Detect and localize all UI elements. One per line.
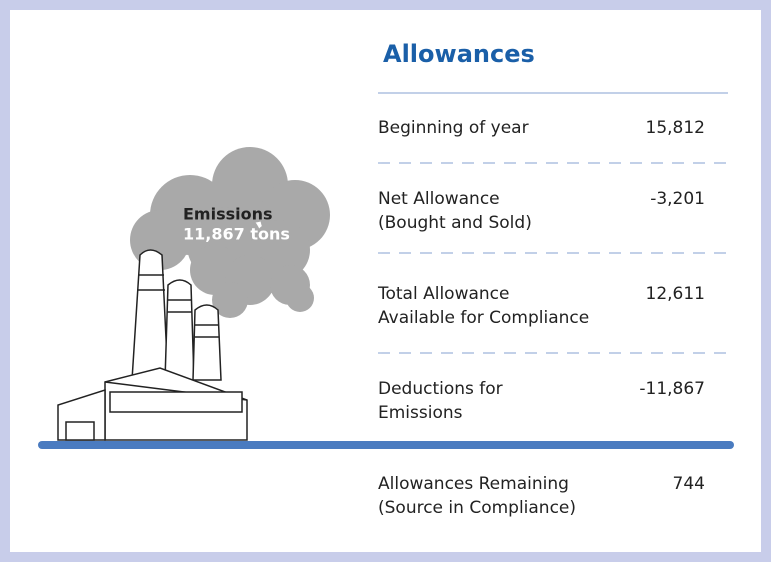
row-label: (Bought and Sold) xyxy=(378,213,532,233)
row-label: Total Allowance xyxy=(377,284,509,304)
row-label: Deductions for xyxy=(378,379,503,399)
cloud xyxy=(130,147,330,318)
row-value: -11,867 xyxy=(639,379,705,399)
row-value: 15,812 xyxy=(646,118,705,138)
row-value: 744 xyxy=(673,474,705,494)
factory xyxy=(57,249,248,441)
row-label: Net Allowance xyxy=(378,189,500,209)
row-label: Allowances Remaining xyxy=(378,474,569,494)
row-value: -3,201 xyxy=(650,189,705,209)
row-label: Emissions xyxy=(378,403,463,423)
row-label: Available for Compliance xyxy=(378,308,589,328)
row-label: (Source in Compliance) xyxy=(378,498,576,518)
emissions-amount: 11,867 tons xyxy=(183,225,290,244)
ground-bar xyxy=(38,441,734,449)
row-value: 12,611 xyxy=(646,284,705,304)
row-label: Beginning of year xyxy=(378,118,529,138)
title: Allowances xyxy=(383,40,535,68)
emissions-label: Emissions xyxy=(183,205,273,224)
